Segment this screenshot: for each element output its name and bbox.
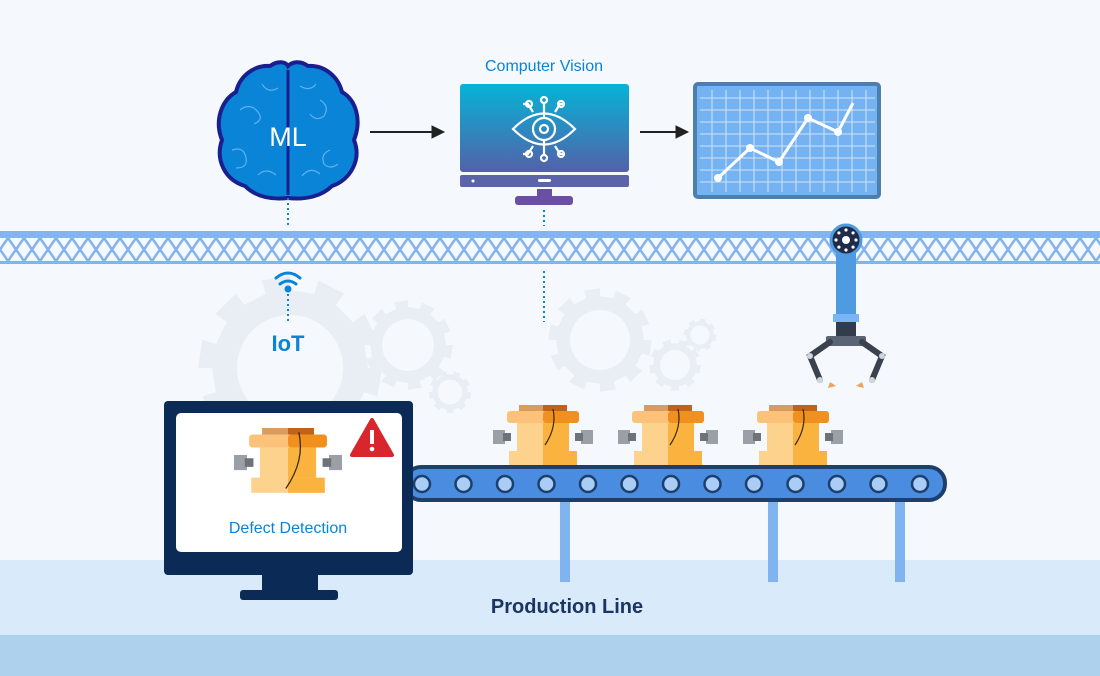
roller	[786, 474, 805, 494]
product-icon	[743, 405, 843, 465]
roller	[703, 474, 722, 494]
eye-circuit-icon	[511, 95, 577, 163]
warning-icon	[350, 418, 394, 457]
product-icon	[493, 405, 593, 465]
defect-detection-monitor: Defect Detection	[164, 401, 413, 600]
iot-label: IoT	[272, 331, 306, 356]
gear-icon	[548, 288, 652, 392]
truss-beam	[0, 231, 1100, 264]
roller	[537, 474, 556, 494]
roller	[454, 474, 473, 494]
roller	[827, 474, 847, 494]
robotic-arm-icon	[806, 223, 886, 388]
conveyor-leg	[895, 500, 905, 582]
defect-detection-label: Defect Detection	[229, 520, 347, 537]
gear-icon	[363, 300, 453, 390]
roller	[744, 474, 764, 494]
roller	[412, 474, 432, 494]
ml-label: ML	[269, 122, 307, 152]
floor-base	[0, 635, 1100, 676]
conveyor-belt-icon	[403, 465, 947, 582]
gear-icon	[649, 339, 701, 391]
brain-icon: ML	[216, 60, 360, 201]
computer-vision-label: Computer Vision	[485, 58, 603, 75]
roller	[495, 474, 515, 494]
roller	[910, 474, 930, 494]
arrow-right-icon	[370, 125, 446, 139]
conveyor-leg	[768, 500, 778, 582]
product-icon	[618, 405, 718, 465]
line-chart-icon	[693, 82, 881, 199]
conveyor-leg	[560, 500, 570, 582]
roller	[661, 474, 681, 494]
roller	[620, 474, 639, 494]
gear-icon	[683, 318, 717, 352]
product-icon	[234, 428, 342, 493]
roller	[869, 474, 888, 494]
arrow-right-icon	[640, 125, 690, 139]
wifi-icon	[274, 271, 302, 293]
gear-icon	[428, 371, 472, 413]
production-line-label: Production Line	[491, 596, 643, 618]
computer-vision-monitor	[460, 84, 629, 205]
roller	[578, 474, 598, 494]
